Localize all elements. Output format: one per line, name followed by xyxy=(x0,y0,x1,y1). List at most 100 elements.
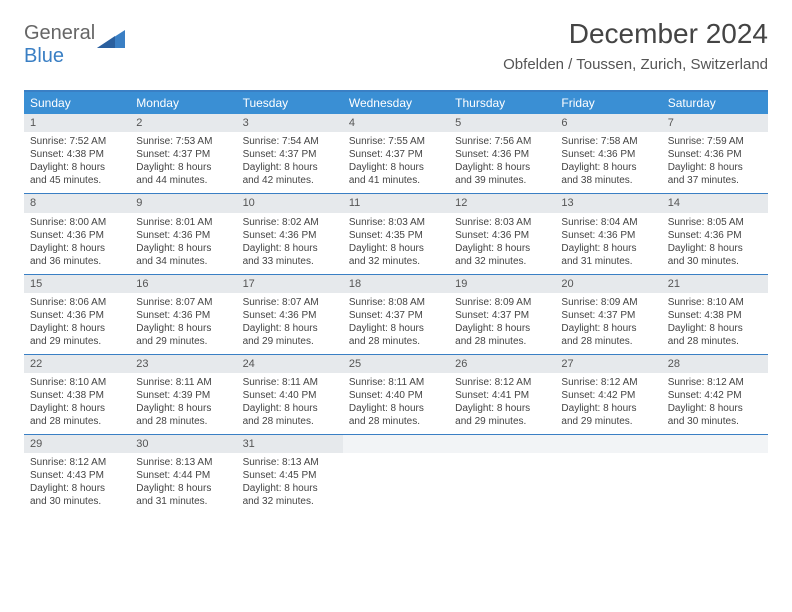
calendar-cell: 29Sunrise: 8:12 AMSunset: 4:43 PMDayligh… xyxy=(24,435,130,514)
daylight-line: Daylight: 8 hours and 28 minutes. xyxy=(343,402,449,428)
sunrise-line: Sunrise: 7:58 AM xyxy=(555,135,661,148)
sunrise-line: Sunrise: 8:09 AM xyxy=(449,296,555,309)
day-number: 13 xyxy=(555,194,661,212)
day-number: 11 xyxy=(343,194,449,212)
day-number: 14 xyxy=(662,194,768,212)
sunset-line: Sunset: 4:36 PM xyxy=(555,148,661,161)
day-header: Monday xyxy=(130,92,236,114)
day-number-empty xyxy=(343,435,449,453)
sunrise-line: Sunrise: 8:12 AM xyxy=(24,456,130,469)
logo-text-1: General xyxy=(24,22,95,44)
daylight-line: Daylight: 8 hours and 28 minutes. xyxy=(555,322,661,348)
calendar-cell xyxy=(662,435,768,514)
sunset-line: Sunset: 4:41 PM xyxy=(449,389,555,402)
sunrise-line: Sunrise: 8:13 AM xyxy=(130,456,236,469)
sunrise-line: Sunrise: 8:11 AM xyxy=(130,376,236,389)
sunset-line: Sunset: 4:37 PM xyxy=(130,148,236,161)
calendar-cell: 17Sunrise: 8:07 AMSunset: 4:36 PMDayligh… xyxy=(237,275,343,354)
daylight-line: Daylight: 8 hours and 32 minutes. xyxy=(449,242,555,268)
daylight-line: Daylight: 8 hours and 31 minutes. xyxy=(555,242,661,268)
sunset-line: Sunset: 4:36 PM xyxy=(24,229,130,242)
sunrise-line: Sunrise: 8:08 AM xyxy=(343,296,449,309)
sunrise-line: Sunrise: 8:13 AM xyxy=(237,456,343,469)
sunset-line: Sunset: 4:36 PM xyxy=(449,229,555,242)
calendar-cell: 8Sunrise: 8:00 AMSunset: 4:36 PMDaylight… xyxy=(24,194,130,273)
sunset-line: Sunset: 4:37 PM xyxy=(343,148,449,161)
sunrise-line: Sunrise: 8:10 AM xyxy=(662,296,768,309)
day-number: 12 xyxy=(449,194,555,212)
daylight-line: Daylight: 8 hours and 42 minutes. xyxy=(237,161,343,187)
calendar-cell: 2Sunrise: 7:53 AMSunset: 4:37 PMDaylight… xyxy=(130,114,236,193)
daylight-line: Daylight: 8 hours and 29 minutes. xyxy=(237,322,343,348)
calendar-cell: 27 Sunrise: 8:12 AMSunset: 4:42 PMDayligh… xyxy=(555,355,661,434)
sunset-line: Sunset: 4:36 PM xyxy=(24,309,130,322)
calendar-cell: 23Sunrise: 8:11 AMSunset: 4:39 PMDayligh… xyxy=(130,355,236,434)
daylight-line: Daylight: 8 hours and 29 minutes. xyxy=(130,322,236,348)
calendar-cell: 31Sunrise: 8:13 AMSunset: 4:45 PMDayligh… xyxy=(237,435,343,514)
logo-triangle-icon xyxy=(97,28,125,48)
calendar-cell: 18Sunrise: 8:08 AMSunset: 4:37 PMDayligh… xyxy=(343,275,449,354)
daylight-line: Daylight: 8 hours and 29 minutes. xyxy=(24,322,130,348)
calendar-cell: 7Sunrise: 7:59 AMSunset: 4:36 PMDaylight… xyxy=(662,114,768,193)
day-number: 6 xyxy=(555,114,661,132)
sunrise-line: Sunrise: 7:56 AM xyxy=(449,135,555,148)
calendar-week: 1Sunrise: 7:52 AMSunset: 4:38 PMDaylight… xyxy=(24,114,768,194)
day-header: Thursday xyxy=(449,92,555,114)
calendar-cell: 25Sunrise: 8:11 AMSunset: 4:40 PMDayligh… xyxy=(343,355,449,434)
daylight-line: Daylight: 8 hours and 34 minutes. xyxy=(130,242,236,268)
day-header: Wednesday xyxy=(343,92,449,114)
day-number: 19 xyxy=(449,275,555,293)
sunset-line: Sunset: 4:36 PM xyxy=(555,229,661,242)
daylight-line: Daylight: 8 hours and 28 minutes. xyxy=(237,402,343,428)
daylight-line: Daylight: 8 hours and 37 minutes. xyxy=(662,161,768,187)
sunset-line: Sunset: 4:45 PM xyxy=(237,469,343,482)
sunrise-line: Sunrise: 8:03 AM xyxy=(449,216,555,229)
calendar-cell: 9Sunrise: 8:01 AMSunset: 4:36 PMDaylight… xyxy=(130,194,236,273)
daylight-line: Daylight: 8 hours and 31 minutes. xyxy=(130,482,236,508)
day-header: Saturday xyxy=(662,92,768,114)
header: December 2024 Obfelden / Toussen, Zurich… xyxy=(503,18,768,73)
daylight-line: Daylight: 8 hours and 30 minutes. xyxy=(662,402,768,428)
sunset-line: Sunset: 4:40 PM xyxy=(343,389,449,402)
sunrise-line: Sunrise: 8:12 AM xyxy=(555,376,661,389)
calendar-week: 22Sunrise: 8:10 AMSunset: 4:38 PMDayligh… xyxy=(24,355,768,435)
day-number: 20 xyxy=(555,275,661,293)
day-number: 30 xyxy=(130,435,236,453)
day-number: 3 xyxy=(237,114,343,132)
daylight-line: Daylight: 8 hours and 41 minutes. xyxy=(343,161,449,187)
day-number: 18 xyxy=(343,275,449,293)
sunrise-line: Sunrise: 7:52 AM xyxy=(24,135,130,148)
sunset-line: Sunset: 4:36 PM xyxy=(237,229,343,242)
sunset-line: Sunset: 4:37 PM xyxy=(237,148,343,161)
sunset-line: Sunset: 4:37 PM xyxy=(449,309,555,322)
sunrise-line: Sunrise: 8:11 AM xyxy=(237,376,343,389)
day-number: 26 xyxy=(449,355,555,373)
sunset-line: Sunset: 4:36 PM xyxy=(130,229,236,242)
day-header: Sunday xyxy=(24,92,130,114)
sunrise-line: Sunrise: 8:10 AM xyxy=(24,376,130,389)
daylight-line: Daylight: 8 hours and 38 minutes. xyxy=(555,161,661,187)
sunset-line: Sunset: 4:38 PM xyxy=(24,389,130,402)
logo-text-2: Blue xyxy=(24,45,64,67)
day-number-empty xyxy=(662,435,768,453)
day-number: 7 xyxy=(662,114,768,132)
day-number: 16 xyxy=(130,275,236,293)
sunset-line: Sunset: 4:40 PM xyxy=(237,389,343,402)
daylight-line: Daylight: 8 hours and 28 minutes. xyxy=(449,322,555,348)
calendar-cell: 13Sunrise: 8:04 AMSunset: 4:36 PMDayligh… xyxy=(555,194,661,273)
sunset-line: Sunset: 4:36 PM xyxy=(130,309,236,322)
daylight-line: Daylight: 8 hours and 29 minutes. xyxy=(555,402,661,428)
sunset-line: Sunset: 4:38 PM xyxy=(662,309,768,322)
daylight-line: Daylight: 8 hours and 36 minutes. xyxy=(24,242,130,268)
sunrise-line: Sunrise: 8:02 AM xyxy=(237,216,343,229)
day-number: 27 xyxy=(555,355,661,373)
day-number: 24 xyxy=(237,355,343,373)
day-number: 15 xyxy=(24,275,130,293)
daylight-line: Daylight: 8 hours and 32 minutes. xyxy=(237,482,343,508)
calendar-week: 15Sunrise: 8:06 AMSunset: 4:36 PMDayligh… xyxy=(24,275,768,355)
day-number: 2 xyxy=(130,114,236,132)
calendar-cell: 20Sunrise: 8:09 AMSunset: 4:37 PMDayligh… xyxy=(555,275,661,354)
sunset-line: Sunset: 4:42 PM xyxy=(555,389,661,402)
calendar-cell: 11Sunrise: 8:03 AMSunset: 4:35 PMDayligh… xyxy=(343,194,449,273)
sunset-line: Sunset: 4:43 PM xyxy=(24,469,130,482)
